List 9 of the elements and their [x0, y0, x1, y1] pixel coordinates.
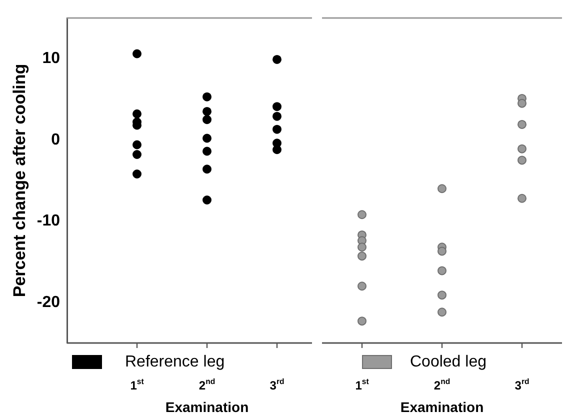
y-axis-title: Percent change after cooling — [10, 64, 29, 298]
y-tick-label: -10 — [36, 212, 60, 230]
legend-label: Cooled leg — [410, 353, 486, 370]
y-tick-label: -20 — [36, 294, 60, 311]
x-axis-title: Examination — [400, 398, 484, 415]
x-axis-title: Examination — [165, 398, 249, 415]
y-tick-label: 0 — [51, 131, 60, 148]
legend-label: Reference leg — [125, 353, 225, 370]
y-tick-label: 10 — [42, 50, 60, 68]
